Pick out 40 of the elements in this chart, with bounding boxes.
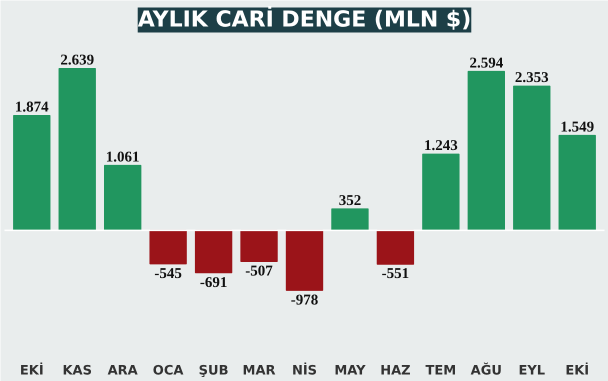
data-label: 2.594 — [469, 55, 504, 72]
data-label: -978 — [290, 292, 318, 308]
data-label: 1.874 — [14, 99, 50, 116]
bar — [558, 134, 596, 231]
x-tick-label: KAS — [62, 364, 92, 378]
data-label: 2.353 — [514, 70, 549, 86]
x-tick-label: AĞU — [470, 362, 502, 378]
bar — [240, 230, 278, 262]
x-tick-label: HAZ — [380, 364, 411, 378]
data-label: 2.639 — [60, 52, 94, 69]
x-tick-label: EKİ — [20, 362, 44, 378]
x-tick-label: OCA — [152, 364, 184, 378]
bar — [468, 70, 505, 231]
data-label: -551 — [382, 266, 410, 282]
bar — [513, 86, 550, 231]
data-label: 352 — [338, 192, 362, 209]
chart-title: AYLIK CARİ DENGE (MLN $) — [138, 6, 472, 32]
x-tick-label: EYL — [518, 364, 546, 378]
data-label: -691 — [200, 274, 228, 291]
x-tick-label: MAR — [242, 364, 276, 378]
x-tick-label: ARA — [108, 364, 138, 378]
bar — [376, 230, 414, 265]
data-label: -545 — [154, 266, 182, 282]
x-tick-label: TEM — [426, 364, 456, 378]
x-tick-label: EKİ — [565, 362, 590, 378]
data-label: 1.549 — [560, 119, 594, 136]
data-label: 1.243 — [424, 138, 458, 154]
x-tick-label: MAY — [334, 364, 366, 378]
data-label: -507 — [245, 264, 274, 280]
bar — [104, 164, 142, 231]
data-label: 1.061 — [106, 149, 140, 166]
bar — [13, 114, 50, 231]
bar — [149, 230, 187, 264]
bar — [422, 154, 460, 231]
bar — [194, 230, 232, 274]
x-tick-label: NİS — [292, 362, 318, 378]
x-tick-label: ŞUB — [198, 364, 229, 378]
bar — [286, 230, 324, 291]
bar — [58, 68, 96, 231]
bar — [331, 208, 369, 231]
